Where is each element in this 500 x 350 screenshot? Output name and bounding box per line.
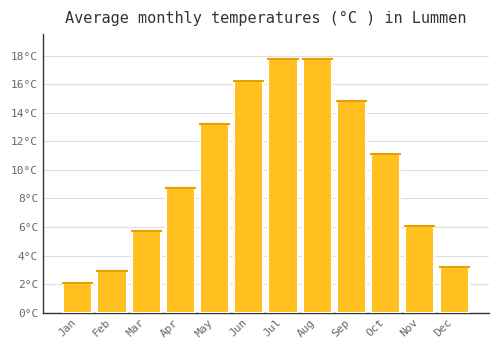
Bar — [302, 58, 332, 313]
Bar — [406, 225, 434, 313]
Bar — [268, 58, 298, 313]
Bar — [98, 271, 126, 313]
Bar — [234, 81, 264, 313]
Bar — [132, 231, 160, 313]
Bar — [200, 124, 229, 313]
Bar — [337, 102, 366, 313]
Bar — [371, 154, 400, 313]
Bar — [166, 188, 195, 313]
Title: Average monthly temperatures (°C ) in Lummen: Average monthly temperatures (°C ) in Lu… — [65, 11, 466, 26]
Bar — [440, 267, 468, 313]
Bar — [63, 283, 92, 313]
